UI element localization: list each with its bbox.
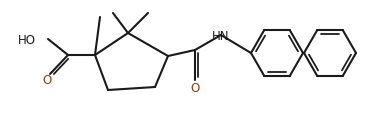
Text: O: O xyxy=(190,81,200,94)
Text: O: O xyxy=(42,73,52,86)
Text: HO: HO xyxy=(18,33,36,46)
Text: HN: HN xyxy=(212,29,230,42)
